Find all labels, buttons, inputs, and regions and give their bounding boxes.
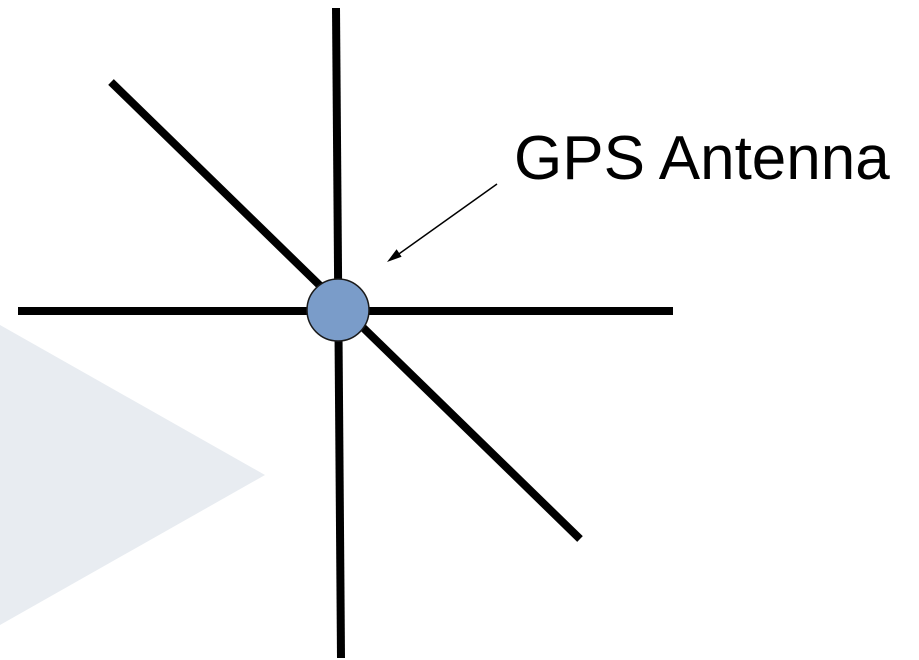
pointer-arrow-line bbox=[395, 183, 498, 257]
gps-antenna-circle bbox=[306, 278, 370, 342]
watermark-triangle bbox=[0, 325, 265, 625]
pointer-arrow-head bbox=[387, 249, 402, 262]
gps-antenna-label: GPS Antenna bbox=[514, 124, 890, 193]
